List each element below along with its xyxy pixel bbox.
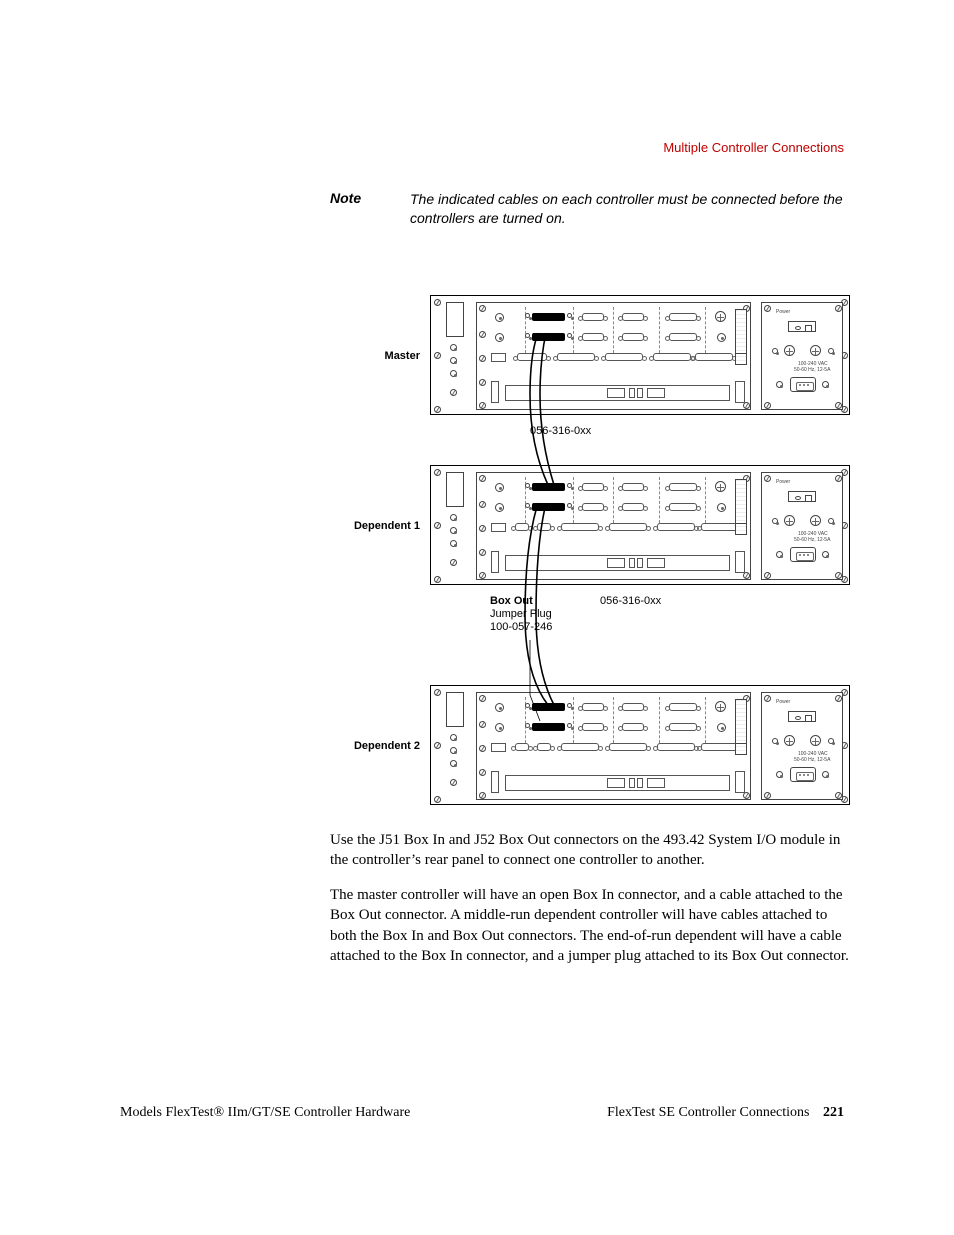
paragraph-2: The master controller will have an open … <box>330 885 855 966</box>
connection-diagram: Master Dependent 1 Dependent 2 056-316-0… <box>330 295 856 815</box>
page-footer: Models FlexTest® IIm/GT/SE Controller Ha… <box>120 1105 844 1121</box>
cable-label-2: 056-316-0xx <box>600 595 661 607</box>
footer-left: Models FlexTest® IIm/GT/SE Controller Ha… <box>120 1105 410 1121</box>
chassis-master: Power100-240 VAC50-60 Hz, 12-5A <box>430 295 850 415</box>
footer-section: FlexTest SE Controller Connections <box>607 1105 809 1120</box>
note-block: Note The indicated cables on each contro… <box>330 190 860 228</box>
section-header: Multiple Controller Connections <box>663 140 844 155</box>
boxout-label-block: Box Out Jumper Plug 100-057-246 <box>490 595 552 635</box>
cable-label-1: 056-316-0xx <box>530 425 591 437</box>
page-number: 221 <box>823 1105 844 1120</box>
power-label: Power <box>776 479 790 485</box>
boxout-title: Box Out <box>490 595 552 608</box>
footer-right: FlexTest SE Controller Connections 221 <box>607 1105 844 1121</box>
power-label: Power <box>776 309 790 315</box>
note-text: The indicated cables on each controller … <box>410 190 860 228</box>
unit-label-dep2: Dependent 2 <box>330 740 420 752</box>
chassis-dep1: Power100-240 VAC50-60 Hz, 12-5A <box>430 465 850 585</box>
power-label: Power <box>776 699 790 705</box>
unit-label-dep1: Dependent 1 <box>330 520 420 532</box>
note-label: Note <box>330 190 410 206</box>
unit-label-master: Master <box>330 350 420 362</box>
paragraph-1: Use the J51 Box In and J52 Box Out conne… <box>330 830 855 871</box>
boxout-line3: 100-057-246 <box>490 621 552 634</box>
boxout-line2: Jumper Plug <box>490 608 552 621</box>
chassis-dep2: Power100-240 VAC50-60 Hz, 12-5A <box>430 685 850 805</box>
